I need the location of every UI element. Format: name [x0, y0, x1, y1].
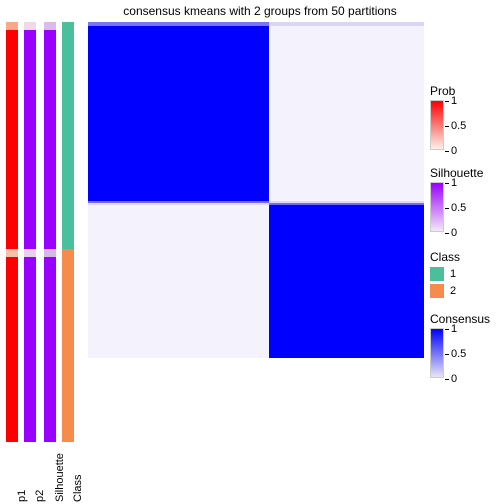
legend-colorbar: 10.50: [430, 100, 444, 150]
legend-item: 2: [430, 284, 500, 298]
legend-title: Class: [430, 250, 500, 264]
annot-label-p1: p1: [16, 490, 28, 502]
page-title: consensus kmeans with 2 groups from 50 p…: [110, 4, 410, 18]
legend-prob: Prob 10.50: [430, 84, 500, 150]
legend-title: Prob: [430, 84, 500, 98]
annot-label-p2: p2: [34, 490, 46, 502]
legend-colorbar: 10.50: [430, 182, 444, 232]
legend-consensus: Consensus 10.50: [430, 312, 500, 378]
legend-silhouette: Silhouette 10.50: [430, 166, 500, 232]
consensus-heatmap: [88, 22, 424, 358]
legend-colorbar: 10.50: [430, 328, 444, 378]
legend-item: 1: [430, 267, 500, 281]
legend-swatch: [430, 284, 444, 298]
annot-label-class: Class: [72, 474, 84, 502]
legend-title: Consensus: [430, 312, 500, 326]
legend-swatch: [430, 267, 444, 281]
annot-label-silhouette: Silhouette: [54, 453, 66, 502]
legend-class: Class 1 2: [430, 250, 500, 298]
annot-p1: [6, 0, 18, 442]
legend-title: Silhouette: [430, 166, 500, 180]
annot-silhouette: [44, 0, 56, 442]
annot-class: [62, 0, 74, 442]
annot-p2: [24, 0, 36, 442]
